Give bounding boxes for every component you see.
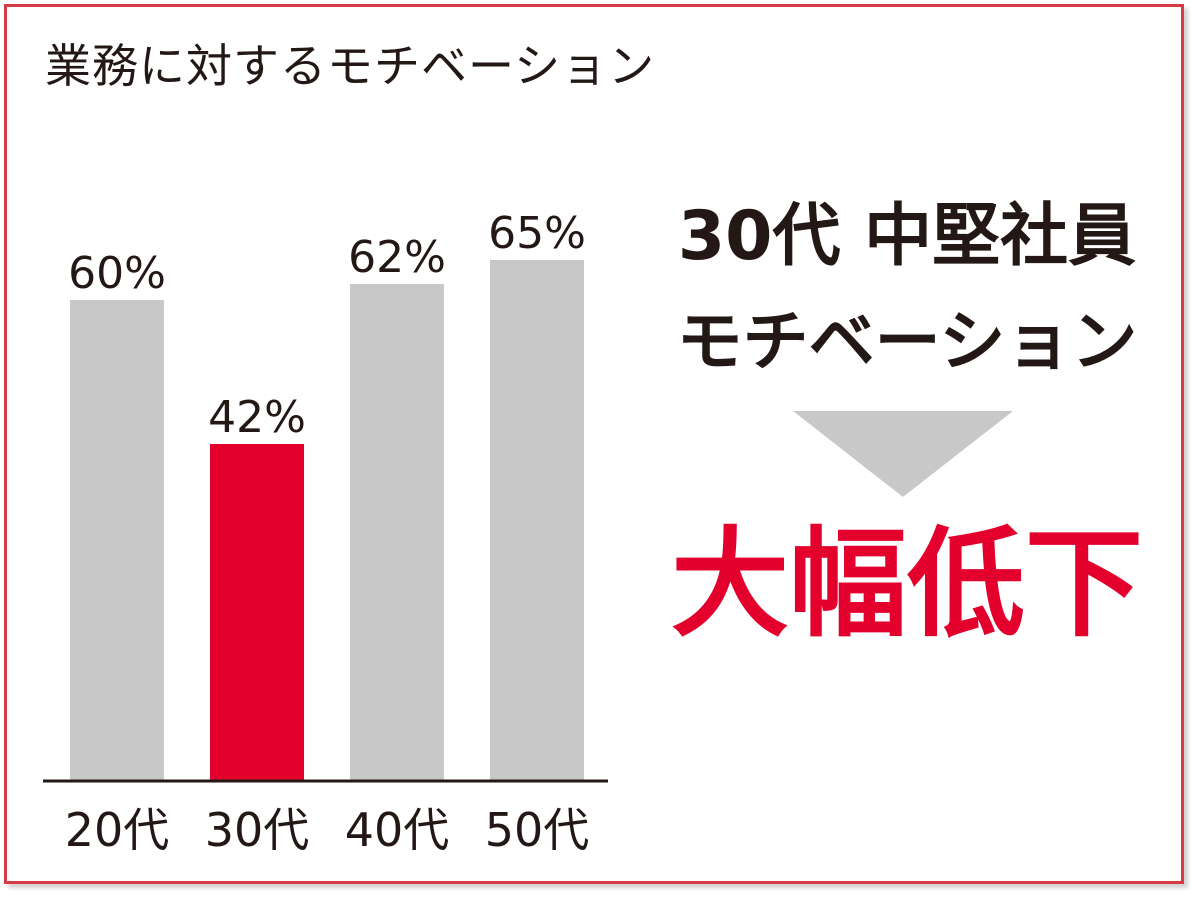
callout-line-1: 30代 中堅社員 (677, 197, 1137, 276)
chart-title: 業務に対するモチベーション (45, 39, 656, 93)
callout-line-2: モチベーション (676, 303, 1138, 380)
conclusion-text: 大幅低下 (670, 515, 1143, 653)
bar-3 (350, 284, 444, 780)
bar-chart: 60% 20代 42% 30代 62% 40代 65% 50代 (43, 208, 608, 857)
category-label-4: 50代 (485, 803, 590, 857)
value-label-2: 42% (208, 392, 306, 443)
value-label-4: 65% (488, 208, 586, 259)
category-label-1: 20代 (65, 803, 170, 857)
chart-frame: 業務に対するモチベーション 60% 20代 42% 30代 62% 40代 65% 50代 3… (4, 4, 1184, 884)
bar-2 (210, 444, 304, 780)
bar-4 (490, 260, 584, 780)
value-label-3: 62% (348, 232, 446, 283)
down-triangle-icon (793, 411, 1013, 497)
value-label-1: 60% (68, 248, 166, 299)
category-label-2: 30代 (205, 803, 310, 857)
category-label-3: 40代 (345, 803, 450, 857)
bar-1 (70, 300, 164, 780)
